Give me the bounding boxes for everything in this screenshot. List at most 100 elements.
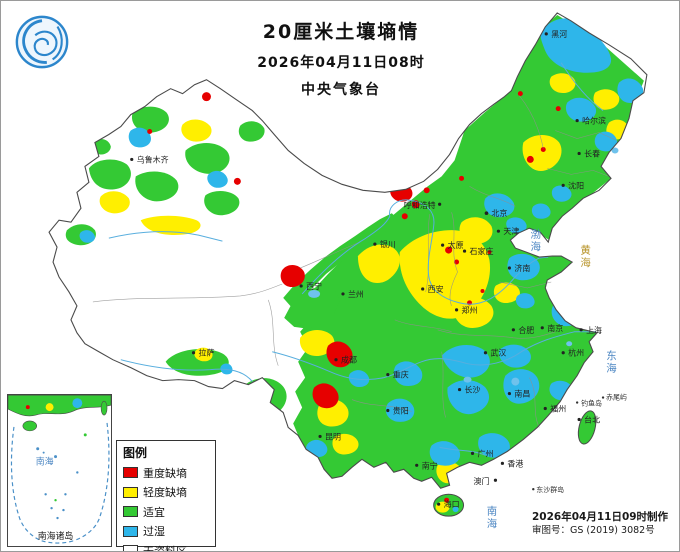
taiwan-island [577,410,597,445]
city-label: 太原 [448,240,464,250]
city-label: 济南 [514,263,530,273]
city-dot [544,32,548,36]
inset-hainan [22,420,38,432]
city-dot [437,502,441,506]
city-dot [441,243,445,247]
city-label: 广州 [478,448,494,458]
legend: 图例 重度缺墒 轻度缺墒 适宜 过湿 无资料区 [116,440,216,551]
city-dot [575,118,579,123]
nine-dash-line [10,422,110,544]
province-borders [92,95,618,428]
city-label: 合肥 [518,325,534,335]
city-label: 南昌 [514,389,530,399]
legend-swatch-severe [123,467,138,478]
city-label: 南京 [547,323,563,333]
sea-label-bohai: 渤海 [529,227,541,253]
city-dot [299,284,303,288]
inset-wet-patch [72,398,83,409]
city-label: 香港 [507,458,523,468]
legend-item-suitable: 适宜 [123,504,209,520]
city-label: 拉萨 [199,348,215,358]
city-dot [191,351,196,355]
china-border [48,12,648,489]
inset-caption: 南海诸岛 [38,530,74,542]
city-dot [511,328,515,332]
city-dot [507,391,511,396]
mild-deficit-regions [99,73,630,484]
city-label: 昆明 [325,432,341,441]
city-label: 北京 [491,208,507,218]
legend-swatch-wet [123,525,138,537]
city-label: 黑河 [551,29,567,39]
city-markers: 黑河 哈尔滨 长春 沈阳 乌鲁木齐 呼和浩特 北京 天津 石家庄 太原 银川 济… [130,29,606,509]
city-dot [579,328,583,332]
approval-number: 审图号：GS (2019) 3082号 [532,525,655,536]
inset-sea-label: 南海 [36,456,54,468]
city-label: 西安 [428,284,444,294]
city-label: 石家庄 [470,246,494,256]
city-label: 呼和浩特 [404,200,436,210]
rivers [108,62,604,456]
sea-label-huanghai: 黄海 [579,243,591,269]
city-label: 乌鲁木齐 [137,154,169,164]
city-dot [462,249,467,253]
legend-item-nodata: 无资料区 [123,543,209,551]
legend-label: 轻度缺墒 [143,486,187,499]
city-label: 长春 [584,148,600,158]
legend-title: 图例 [123,446,148,460]
sea-label-donghai: 东海 [605,349,617,375]
inset-islands [36,433,87,520]
city-dot [386,408,390,413]
island-labels: 钓鱼岛 赤尾屿 东沙群岛 [536,393,627,495]
city-dot [334,358,338,362]
city-dot [577,417,581,422]
legend-item-mild: 轻度缺墒 [123,484,209,500]
city-dot [500,461,505,465]
legend-item-wet: 过湿 [123,523,209,539]
inset-severe-patch [25,405,30,410]
city-dot [561,351,565,355]
sea-labels: 渤海 黄海 东海 南海 [485,227,617,530]
city-label: 兰州 [348,289,364,299]
city-dot [493,478,498,482]
inset-taiwan [100,400,108,416]
city-label: 郑州 [462,305,478,315]
small-islands [532,396,605,491]
city-dot [543,406,547,411]
city-label: 贵阳 [393,406,409,416]
city-dot [373,242,377,246]
lakes [308,147,619,386]
island-label: 东沙群岛 [536,485,564,494]
city-dot [496,229,501,233]
city-dot [577,151,581,156]
city-dot [484,211,489,216]
city-dot [421,287,425,291]
legend-swatch-suitable [123,506,138,517]
city-label: 澳门 [474,476,490,486]
legend-label: 适宜 [143,505,165,519]
city-label: 武汉 [490,348,506,358]
city-label: 哈尔滨 [582,116,606,126]
city-label: 重庆 [393,370,409,380]
city-dot [438,202,442,206]
island-label: 钓鱼岛 [581,399,602,408]
city-dot [483,351,488,355]
hainan-island [433,493,465,517]
production-time: 2026年04月11日09时制作 [532,511,669,523]
inset-map: 南海 南海诸岛 [7,394,112,544]
cma-logo-icon [15,15,69,69]
city-label: 成都 [341,355,357,365]
city-dot [457,387,462,392]
city-dot [341,292,345,296]
city-label: 沈阳 [568,180,584,190]
city-label: 杭州 [568,348,584,358]
legend-label: 重度缺墒 [143,466,187,480]
city-dot [454,308,459,312]
legend-label: 过湿 [143,525,165,538]
sea-label-nanhai: 南海 [485,504,497,530]
legend-swatch-nodata [123,545,138,551]
legend-item-severe: 重度缺墒 [123,465,209,481]
city-dot [415,463,419,467]
